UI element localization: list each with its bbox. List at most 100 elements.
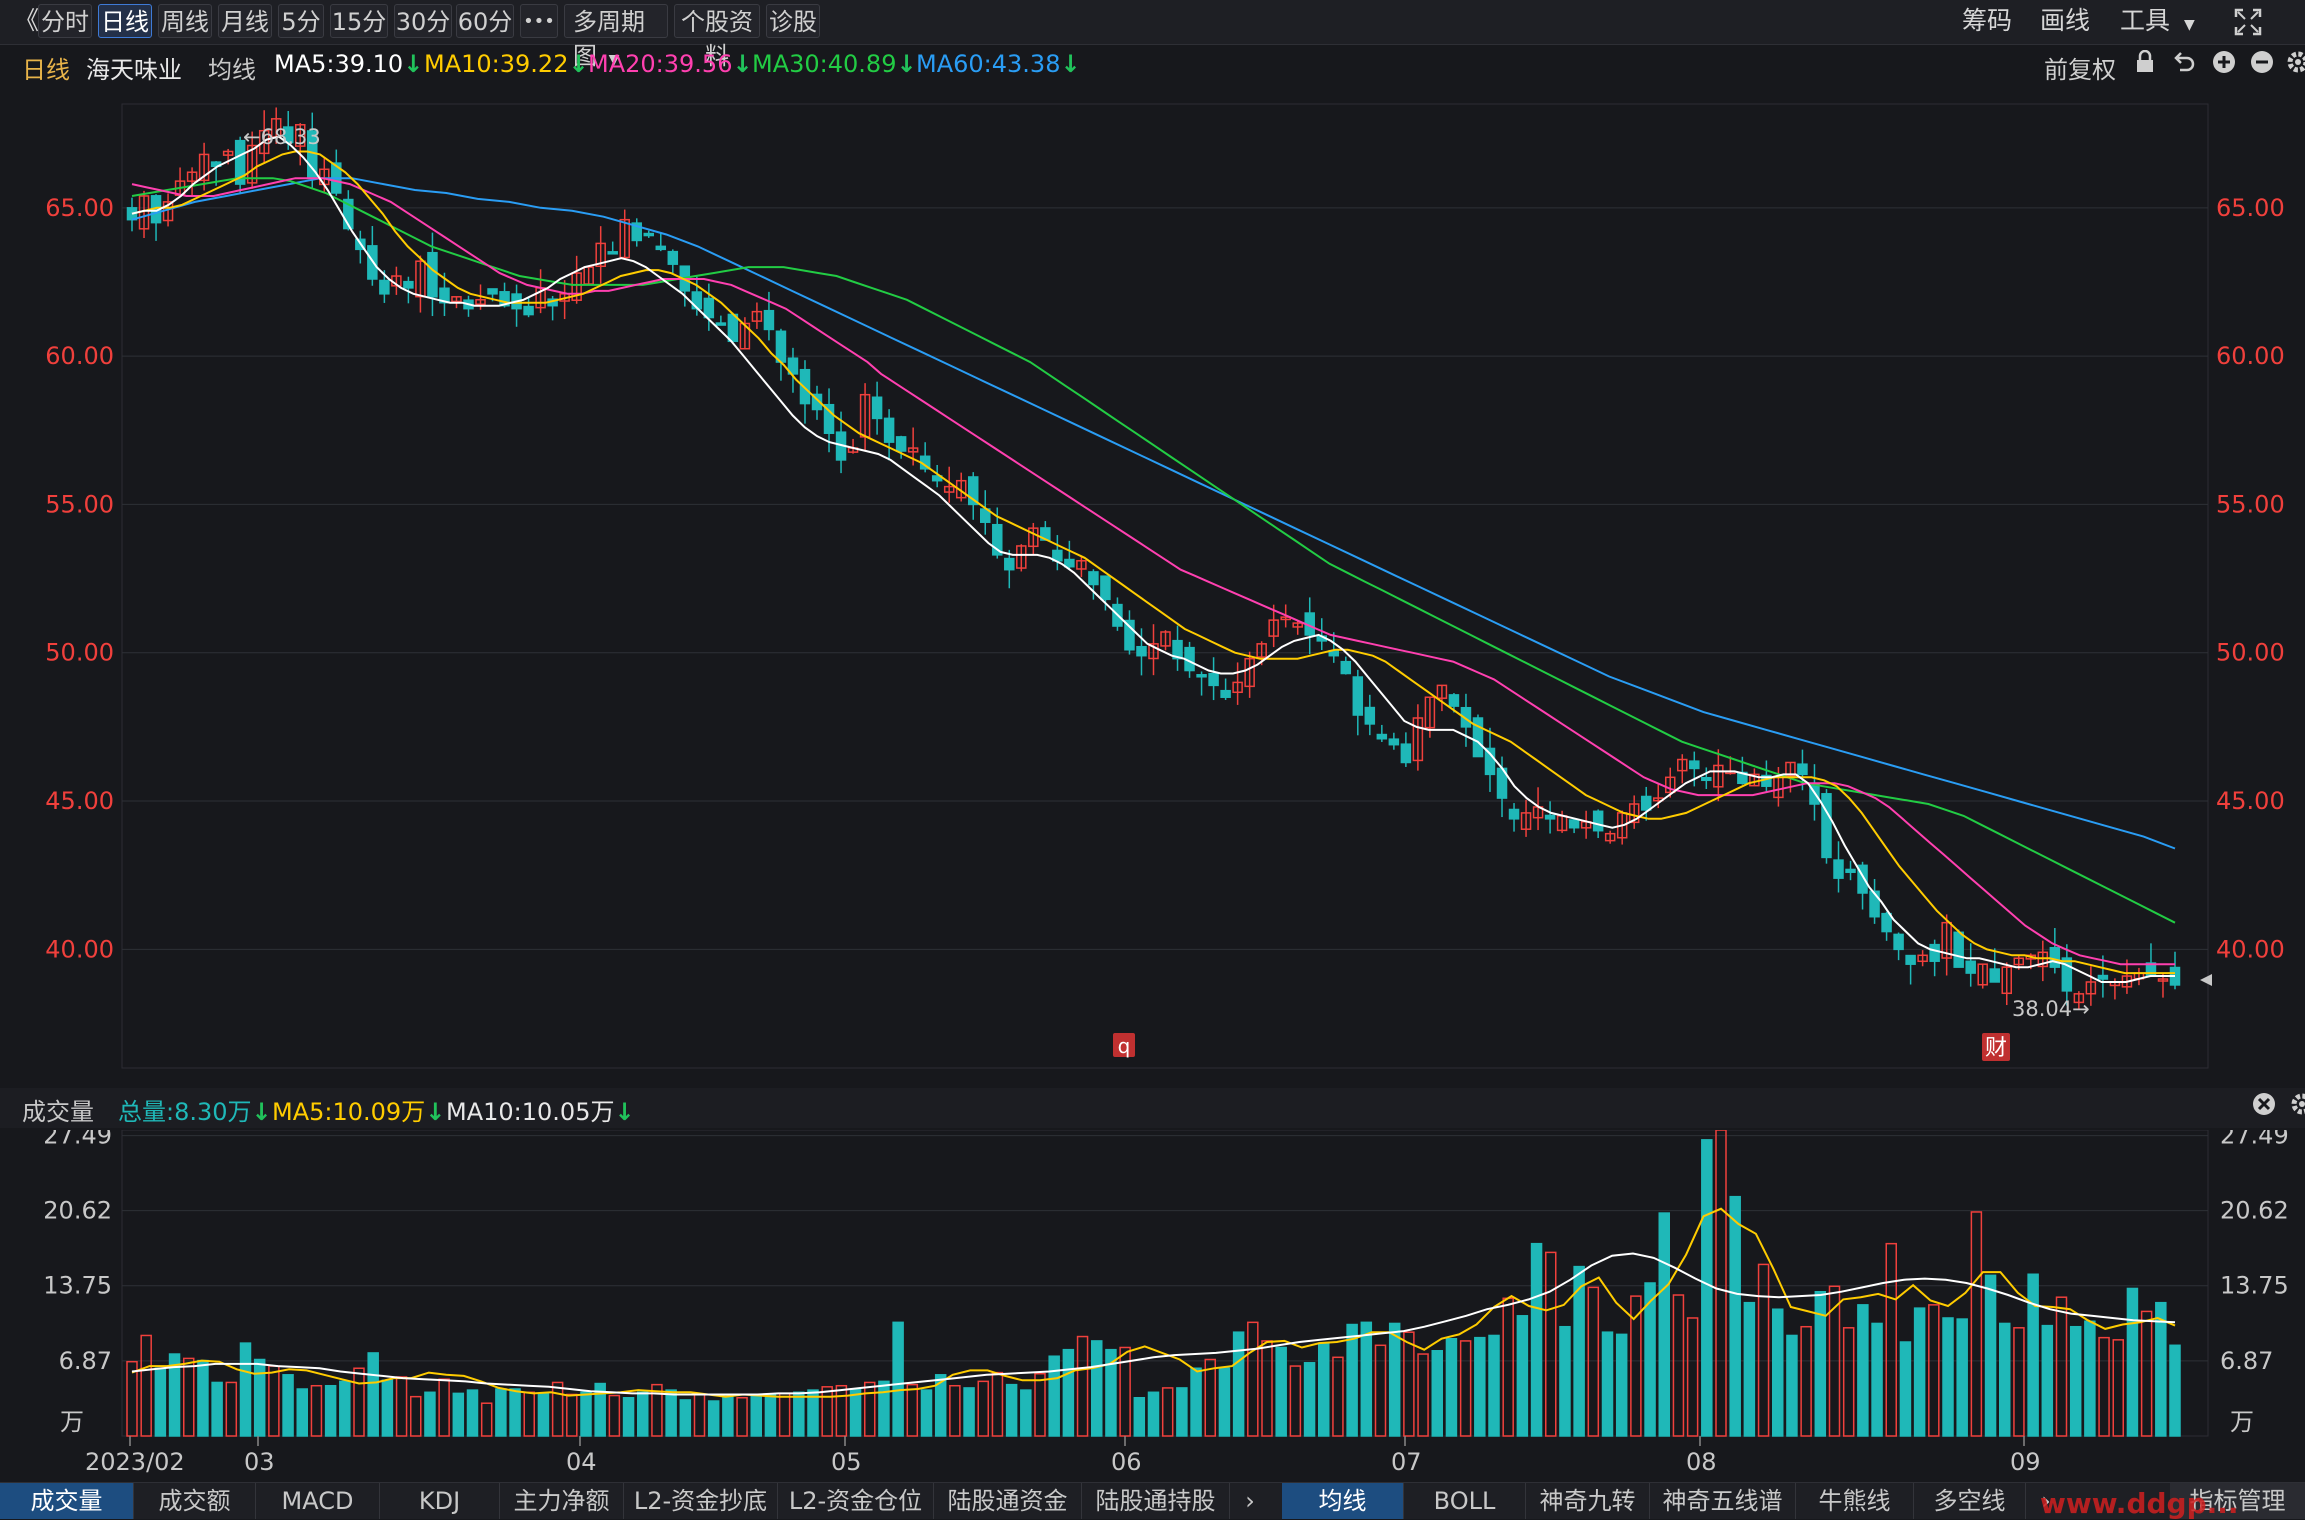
candle-body [1797, 763, 1808, 776]
ma-label[interactable]: 均线 [208, 56, 256, 84]
candle-body [1689, 760, 1700, 770]
price-tick-label: 40.00 [2216, 935, 2285, 963]
down-arrow-icon: ↓ [896, 50, 917, 78]
tab-15min[interactable]: 15分 [330, 4, 388, 38]
tools-dropdown[interactable]: 工具 ▼ [2120, 4, 2195, 38]
adjust-mode-button[interactable]: 前复权 [2044, 56, 2116, 84]
volume-bar [1857, 1304, 1869, 1437]
tab-hk-connect-funds[interactable]: 陆股通资金 [934, 1483, 1082, 1519]
price-tick-label: 65.00 [2216, 194, 2285, 222]
volume-tick-label: 6.87 [59, 1347, 112, 1375]
tab-boll[interactable]: BOLL [1404, 1483, 1526, 1519]
undo-icon[interactable] [2172, 50, 2196, 80]
fullscreen-icon[interactable] [2234, 4, 2262, 38]
diagnose-button[interactable]: 诊股 [766, 4, 820, 38]
chevron-right-icon[interactable]: › [2041, 1487, 2051, 1515]
price-chart[interactable]: 65.00 60.00 55.00 50.00 45.00 40.00 65.00 60.0… [0, 84, 2305, 1088]
tab-intraday[interactable]: 分时 [38, 4, 92, 38]
candle-body [1965, 960, 1976, 974]
candle-body [487, 288, 498, 295]
event-marker-q[interactable]: q [1113, 1033, 1135, 1058]
ma10-line [131, 150, 2175, 975]
tab-magic-nine[interactable]: 神奇九转 [1526, 1483, 1650, 1519]
candle-body [246, 144, 258, 184]
candle-body [955, 479, 967, 499]
multi-period-dropdown[interactable]: 多周期图 ▼ [564, 4, 668, 70]
draw-line-button[interactable]: 画线 [2040, 6, 2091, 35]
tab-monthly[interactable]: 月线 [218, 4, 272, 38]
volume-axis-right: 27.49 20.62 13.75 6.87 万 [2220, 1130, 2289, 1436]
candle-body [1292, 622, 1303, 628]
ma30-value: MA30:40.89↓ [752, 50, 917, 78]
watermark: www.ddgp... [2040, 1487, 2239, 1520]
tab-60min[interactable]: 60分 [456, 4, 514, 38]
candle-body [691, 291, 703, 310]
candle-body [1484, 747, 1496, 776]
volume-tick-label: 27.49 [43, 1130, 112, 1150]
stock-info-button[interactable]: 个股资料 [674, 4, 760, 70]
volume-bar [1275, 1346, 1287, 1437]
tab-5min[interactable]: 5分 [278, 4, 324, 38]
volume-bar [934, 1374, 947, 1437]
volume-bar [2112, 1339, 2124, 1437]
tab-main-net[interactable]: 主力净额 [500, 1483, 624, 1519]
tab-bull-bear[interactable]: 牛熊线 [1796, 1483, 1914, 1519]
volume-bar [1686, 1317, 1699, 1437]
indicator-tab-bar: 成交量 成交额 MACD KDJ 主力净额 L2-资金抄底 L2-资金仓位 陆股… [0, 1482, 2305, 1520]
candle-body [2061, 957, 2073, 992]
volume-bars [126, 1130, 2181, 1437]
collapse-left-button[interactable]: 《 [14, 6, 40, 35]
tab-macd[interactable]: MACD [256, 1483, 380, 1519]
event-marker-finance[interactable]: 财 [1982, 1033, 2010, 1061]
candle-body [1028, 527, 1039, 548]
tab-weekly[interactable]: 周线 [158, 4, 212, 38]
settings-gear-icon[interactable] [2290, 1092, 2305, 1122]
indicator-info-line: 日线 海天味业 均线 MA5:39.10↓ MA10:39.22↓ MA20:3… [0, 46, 2305, 84]
volume-bar [1218, 1367, 1231, 1437]
volume-bar [1474, 1336, 1486, 1437]
candle-body [799, 368, 811, 405]
volume-bar [310, 1384, 323, 1437]
tab-l2-position[interactable]: L2-资金仓位 [778, 1483, 934, 1519]
volume-bar [878, 1380, 890, 1437]
tab-kdj[interactable]: KDJ [380, 1483, 500, 1519]
stock-name[interactable]: 海天味业 [86, 56, 182, 84]
candle-body [1869, 890, 1880, 918]
zoom-in-icon[interactable] [2212, 50, 2236, 80]
volume-bar [580, 1391, 592, 1437]
tab-magic-five[interactable]: 神奇五线谱 [1650, 1483, 1796, 1519]
tab-volume[interactable]: 成交量 [0, 1483, 134, 1519]
volume-bar [1360, 1321, 1373, 1437]
settings-gear-icon[interactable] [2286, 50, 2305, 80]
down-arrow-icon: ↓ [732, 50, 753, 78]
candle-body [1665, 776, 1676, 794]
zoom-out-icon[interactable] [2250, 50, 2274, 80]
candle-body [571, 272, 582, 301]
tab-turnover[interactable]: 成交额 [134, 1483, 256, 1519]
candle-body [198, 153, 210, 182]
close-indicator-icon[interactable] [2252, 1092, 2276, 1122]
tab-ma[interactable]: 均线 [1282, 1483, 1404, 1519]
tab-l2-bottom[interactable]: L2-资金抄底 [624, 1483, 778, 1519]
lock-icon[interactable] [2134, 49, 2156, 80]
tab-30min[interactable]: 30分 [394, 4, 452, 38]
more-button[interactable]: ••• [520, 4, 558, 38]
price-tick-label: 45.00 [45, 787, 114, 815]
volume-chart[interactable]: 27.49 20.62 13.75 6.87 万 27.49 20.62 13.75 6.87… [0, 1130, 2305, 1482]
volume-bar [906, 1383, 919, 1437]
chevron-right-icon[interactable]: › [1245, 1487, 1255, 1515]
volume-bar [381, 1379, 394, 1437]
indicator-manage-button[interactable]: 指标管理 [2170, 1483, 2305, 1519]
volume-bar [1928, 1304, 1940, 1437]
volume-title[interactable]: 成交量 [22, 1098, 94, 1126]
tab-daily[interactable]: 日线 [98, 4, 152, 38]
candle-body [883, 417, 895, 443]
chips-button[interactable]: 筹码 [1962, 6, 2013, 35]
volume-bar [197, 1359, 209, 1437]
candle-body [1460, 706, 1472, 728]
candle-body [1785, 761, 1796, 777]
tab-long-short[interactable]: 多空线 [1914, 1483, 2026, 1519]
volume-bar [1658, 1212, 1670, 1437]
tab-hk-connect-holdings[interactable]: 陆股通持股 [1082, 1483, 1230, 1519]
candle-body [1953, 931, 1964, 968]
